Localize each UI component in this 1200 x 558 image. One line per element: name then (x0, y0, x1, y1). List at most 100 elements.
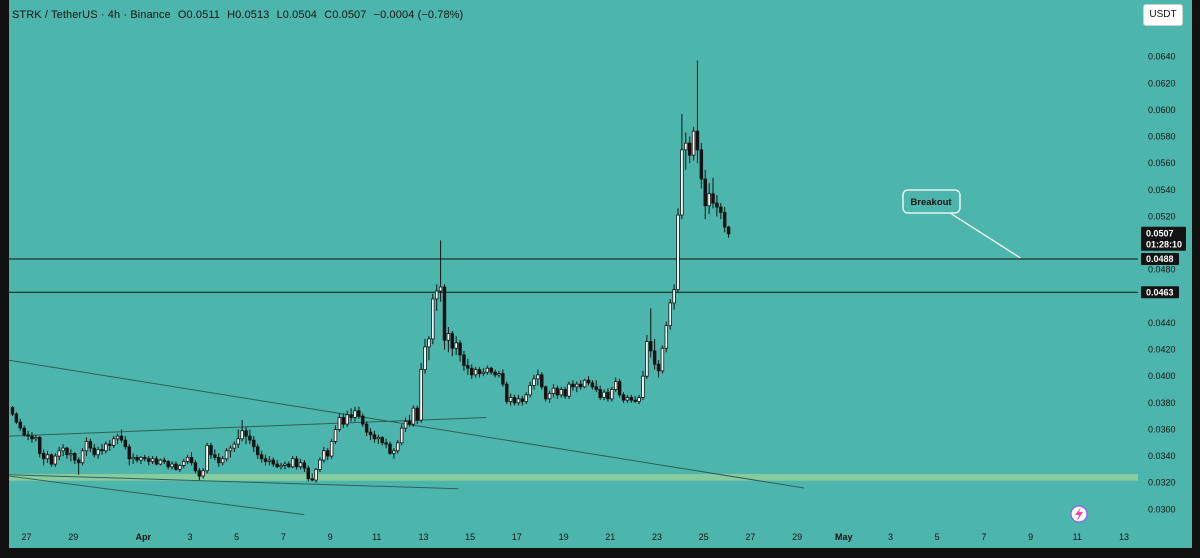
time-tick-label: 13 (1119, 532, 1129, 542)
candle-body (306, 467, 310, 480)
candle-body (407, 421, 412, 425)
low-value: L0.0504 (276, 9, 318, 21)
candle-body (182, 461, 186, 466)
candle-body (450, 333, 454, 349)
candle-body (279, 465, 283, 468)
candle-body (287, 463, 291, 468)
candle-body (606, 391, 610, 400)
candles-layer (10, 60, 731, 483)
candle-body (672, 289, 676, 304)
candle-body (209, 445, 213, 456)
candle-body (150, 458, 155, 462)
last-price-label: 0.0507 (1146, 229, 1174, 239)
candle-body (384, 442, 388, 445)
candle-body (139, 457, 143, 461)
candle-body (108, 443, 112, 446)
candle-body (434, 290, 439, 300)
candle-body (617, 381, 622, 396)
candle-body (555, 387, 560, 396)
right-frame-edge (1192, 0, 1200, 558)
candle-body (22, 427, 26, 436)
close-value: C0.0507 (324, 9, 367, 21)
candle-body (399, 427, 404, 444)
candle-body (520, 398, 525, 402)
candle-body (411, 407, 416, 425)
lightning-icon[interactable] (1070, 505, 1088, 523)
candle-body (497, 373, 501, 376)
candle-body (337, 417, 342, 430)
candle-body (80, 450, 85, 464)
candle-body (146, 458, 151, 462)
candle-body (353, 410, 357, 418)
candle-body (602, 391, 606, 398)
annotation-layer: Breakout (902, 189, 1021, 259)
candle-body (318, 459, 322, 470)
candle-body (127, 446, 131, 460)
candle-body (695, 130, 700, 151)
currency-unit-button[interactable]: USDT (1143, 4, 1183, 26)
candle-body (512, 397, 517, 404)
candle-body (614, 381, 618, 390)
candle-body (547, 393, 552, 400)
candle-body (84, 441, 89, 452)
candle-body (170, 463, 174, 468)
candle-body (719, 206, 723, 213)
price-axis[interactable]: 0.0640 0.0620 0.0600 0.0580 0.0560 0.0540 0.05… (1148, 52, 1176, 515)
candle-body (143, 457, 147, 460)
last-price-tag (1141, 226, 1186, 251)
candle-body (368, 431, 373, 436)
candle-body (189, 457, 194, 464)
candle-body (314, 469, 318, 481)
candle-body (528, 385, 532, 396)
candle-body (53, 455, 58, 465)
price-tick-label: 0.0420 (1148, 345, 1176, 355)
candle-body (508, 397, 513, 402)
candle-body (442, 286, 447, 341)
candle-body (255, 446, 260, 456)
symbol-header: STRK / TetherUS · 4h · Binance O0.0511 H… (12, 9, 467, 21)
breakout-callout[interactable] (902, 189, 961, 214)
candle-body (178, 465, 182, 470)
time-tick-label: 29 (68, 532, 78, 542)
time-tick-label: 3 (888, 532, 893, 542)
level-price-label: 0.0463 (1146, 287, 1174, 297)
candle-body (388, 443, 392, 454)
candle-body (267, 459, 272, 462)
candle-body (213, 454, 217, 458)
candle-body (361, 415, 365, 425)
time-tick-label: 5 (935, 532, 940, 542)
candle-body (65, 447, 69, 456)
candle-body (61, 447, 65, 452)
candle-body (625, 397, 630, 401)
candle-body (676, 214, 680, 291)
candle-body (722, 212, 727, 228)
candle-body (252, 439, 256, 448)
candle-body (660, 347, 665, 372)
candle-body (423, 346, 427, 370)
candle-body (115, 435, 120, 440)
candle-body (668, 302, 672, 326)
time-tick-label: 17 (512, 532, 522, 542)
price-tick-label: 0.0400 (1148, 371, 1176, 381)
candle-body (135, 457, 139, 461)
candle-body (14, 413, 19, 423)
candle-body (376, 437, 381, 440)
candle-body (220, 458, 225, 464)
price-tick-label: 0.0540 (1148, 185, 1176, 195)
candle-body (563, 389, 567, 397)
candle-body (559, 389, 563, 396)
time-axis[interactable]: 27 29 Apr 3 5 7 9 11 13 15 17 19 21 23 25 27 29 May 3 5 7 9 11… (22, 532, 1129, 542)
candle-body (473, 369, 478, 376)
candle-body (551, 387, 556, 394)
candle-body (205, 445, 209, 472)
candle-body (69, 453, 73, 456)
candle-body (224, 450, 229, 460)
candle-body (364, 423, 369, 433)
candle-body (415, 407, 419, 421)
price-tick-label: 0.0340 (1148, 451, 1176, 461)
price-tick-label: 0.0440 (1148, 318, 1176, 328)
candle-body (326, 450, 330, 457)
